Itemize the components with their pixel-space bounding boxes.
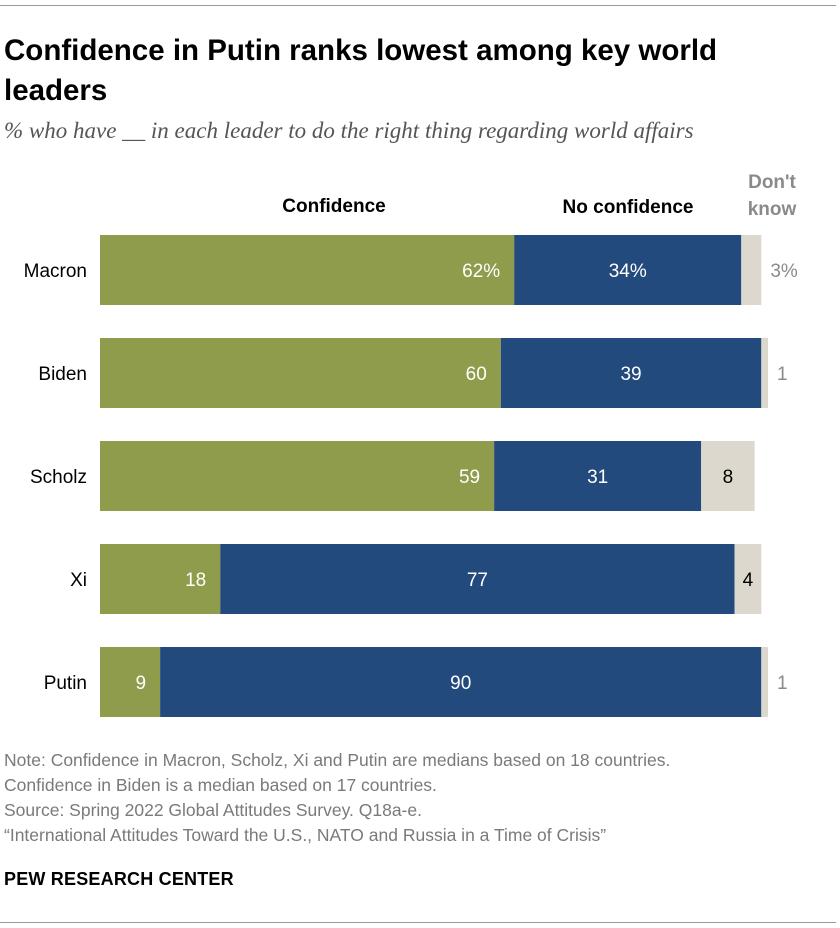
category-label-putin: Putin <box>44 673 87 694</box>
note-line: Source: Spring 2022 Global Attitudes Sur… <box>4 800 422 820</box>
bar-xi-don-t-know <box>734 544 762 614</box>
bars: Macron 62% 34% 3% Biden 60 39 1 Scholz 59 31 8 Xi 18 7… <box>24 235 798 717</box>
value-label-biden-no-confidence: 39 <box>620 364 641 385</box>
bar-scholz-confidence <box>100 441 495 511</box>
legend-don-t: Don't <box>748 172 796 193</box>
legend-confidence: Confidence <box>282 196 385 217</box>
chart-title: Confidence in Putin ranks lowest among k… <box>4 34 718 107</box>
value-label-biden-don-t-know: 1 <box>777 364 788 385</box>
bottom-rule <box>0 922 836 923</box>
value-label-scholz-don-t-know: 8 <box>723 467 734 488</box>
value-label-putin-confidence: 9 <box>136 673 147 694</box>
value-label-putin-no-confidence: 90 <box>450 673 471 694</box>
legend-know: know <box>748 199 797 220</box>
value-label-xi-don-t-know: 4 <box>743 570 754 591</box>
bar-macron-don-t-know <box>741 235 762 305</box>
bar-xi-no-confidence <box>220 544 735 614</box>
bar-macron-no-confidence <box>514 235 742 305</box>
legend: Confidence No confidence Don't know <box>282 172 796 220</box>
bar-biden-confidence <box>100 338 501 408</box>
value-label-scholz-confidence: 59 <box>459 467 480 488</box>
value-label-xi-confidence: 18 <box>185 570 206 591</box>
source-org: PEW RESEARCH CENTER <box>4 869 234 889</box>
note-line: Note: Confidence in Macron, Scholz, Xi a… <box>4 750 671 770</box>
chart-subtitle: % who have __ in each leader to do the r… <box>4 118 694 143</box>
value-label-macron-confidence: 62% <box>462 261 500 282</box>
value-label-macron-no-confidence: 34% <box>609 261 647 282</box>
value-label-xi-no-confidence: 77 <box>467 570 488 591</box>
notes: Note: Confidence in Macron, Scholz, Xi a… <box>4 748 670 848</box>
category-label-xi: Xi <box>70 570 87 591</box>
value-label-macron-don-t-know: 3% <box>770 261 798 282</box>
bar-putin-confidence <box>100 647 161 717</box>
note-line: “International Attitudes Toward the U.S.… <box>4 825 607 845</box>
category-label-biden: Biden <box>38 364 87 385</box>
stacked-bar-chart: Confidence No confidence Don't know Macron 6… <box>24 172 798 717</box>
value-label-biden-confidence: 60 <box>466 364 487 385</box>
legend-no-confidence: No confidence <box>563 197 694 218</box>
bar-macron-confidence <box>100 235 515 305</box>
top-rule <box>0 5 836 6</box>
note-line: Confidence in Biden is a median based on… <box>4 775 437 795</box>
bar-putin-no-confidence <box>160 647 762 717</box>
bar-putin-don-t-know <box>761 647 768 717</box>
bar-xi-confidence <box>100 544 221 614</box>
value-label-putin-don-t-know: 1 <box>777 673 788 694</box>
value-label-scholz-no-confidence: 31 <box>587 467 608 488</box>
bar-biden-don-t-know <box>761 338 768 408</box>
bar-scholz-don-t-know <box>701 441 755 511</box>
bar-biden-no-confidence <box>500 338 762 408</box>
bar-scholz-no-confidence <box>494 441 702 511</box>
category-label-scholz: Scholz <box>30 467 87 488</box>
category-label-macron: Macron <box>24 261 87 282</box>
